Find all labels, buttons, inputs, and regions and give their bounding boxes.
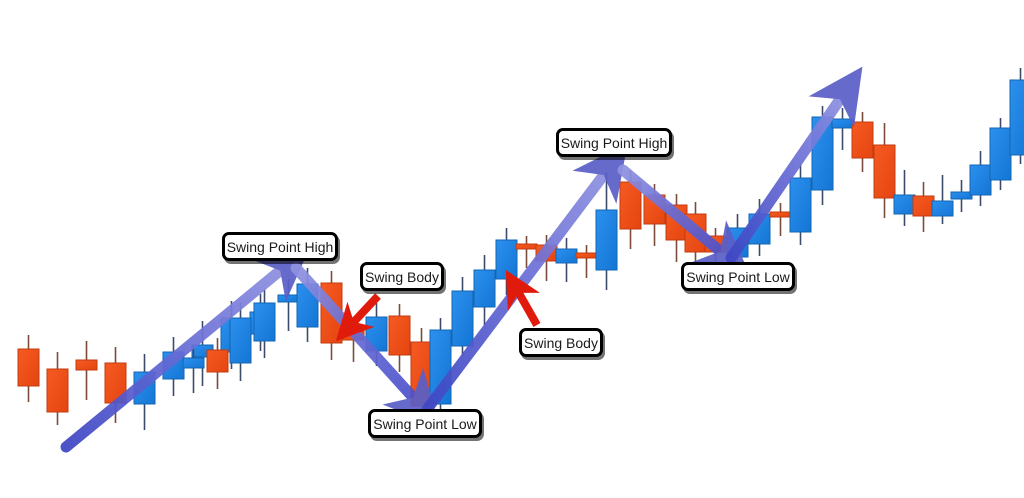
callout-swing-point-low-2: Swing Point Low [681, 262, 795, 291]
candle-body [912, 195, 935, 217]
candlestick [769, 203, 792, 236]
candles-layer [17, 68, 1024, 430]
candlestick [206, 338, 229, 389]
candle-body [595, 209, 618, 271]
candle-body [575, 252, 598, 259]
candle-body [75, 359, 98, 371]
candle-body [388, 315, 411, 356]
candle-body [17, 348, 40, 387]
candle-body [451, 290, 474, 347]
trend-arrow-up-leg-1 [60, 245, 311, 453]
candle-body [1009, 79, 1024, 156]
candlestick [451, 277, 474, 356]
callout-swing-point-high-1: Swing Point High [222, 232, 338, 261]
candle-body [229, 317, 252, 364]
candlestick [1009, 68, 1024, 164]
candlestick [277, 279, 300, 331]
candle-body [873, 144, 896, 199]
candle-body [893, 194, 916, 215]
candle-body [182, 357, 205, 369]
candle-body [831, 118, 854, 129]
candlestick [17, 335, 40, 402]
candle-body [989, 127, 1012, 181]
candlestick [46, 352, 69, 425]
candlestick [229, 303, 252, 381]
callout-swing-body-2: Swing Body [519, 328, 603, 357]
candle-body [495, 239, 518, 280]
callout-label: Swing Point High [226, 238, 334, 255]
candlestick [789, 164, 812, 245]
candle-body [969, 164, 992, 196]
candlestick [388, 304, 411, 372]
candle-body [950, 191, 973, 200]
candle-body [789, 177, 812, 233]
candlestick [495, 228, 518, 295]
candle-body [253, 302, 276, 342]
pointer-arrow-swing-body-pointer-1 [335, 293, 381, 342]
callout-label: Swing Point Low [373, 415, 477, 432]
callout-swing-body-1: Swing Body [360, 262, 444, 291]
candlestick [912, 182, 935, 232]
pointer-arrow-swing-body-pointer-2 [505, 269, 541, 327]
trend-arrow-layer [60, 66, 863, 453]
candlestick [873, 123, 896, 218]
callout-swing-point-low-1: Swing Point Low [368, 409, 482, 438]
candle-body [851, 121, 874, 159]
candlestick [950, 180, 973, 212]
callout-label: Swing Point High [560, 134, 668, 151]
callout-swing-point-high-2: Swing Point High [556, 128, 672, 157]
callout-label: Swing Point Low [686, 268, 790, 285]
candlestick [931, 175, 954, 224]
candlestick [851, 112, 874, 172]
candlestick [473, 255, 496, 325]
candle-body [277, 294, 300, 303]
candle-body [769, 211, 792, 218]
candlestick [555, 238, 578, 282]
candle-body [555, 248, 578, 264]
callout-label: Swing Body [524, 334, 598, 351]
candlestick [989, 118, 1012, 190]
candlestick [969, 151, 992, 206]
candlestick [575, 245, 598, 278]
candle-body [473, 269, 496, 308]
candlestick [182, 345, 205, 393]
candle-body [206, 349, 229, 373]
candlestick [893, 170, 916, 226]
candle-body [46, 368, 69, 413]
trend-arrow-up-leg-3 [725, 66, 863, 264]
trend-arrow-down-leg-2 [617, 164, 751, 277]
candle-body [515, 243, 538, 250]
candlestick [253, 289, 276, 358]
candle-body [931, 200, 954, 217]
candlestick [75, 341, 98, 400]
pointer-arrow-layer [335, 269, 541, 342]
callout-label: Swing Body [365, 268, 439, 285]
